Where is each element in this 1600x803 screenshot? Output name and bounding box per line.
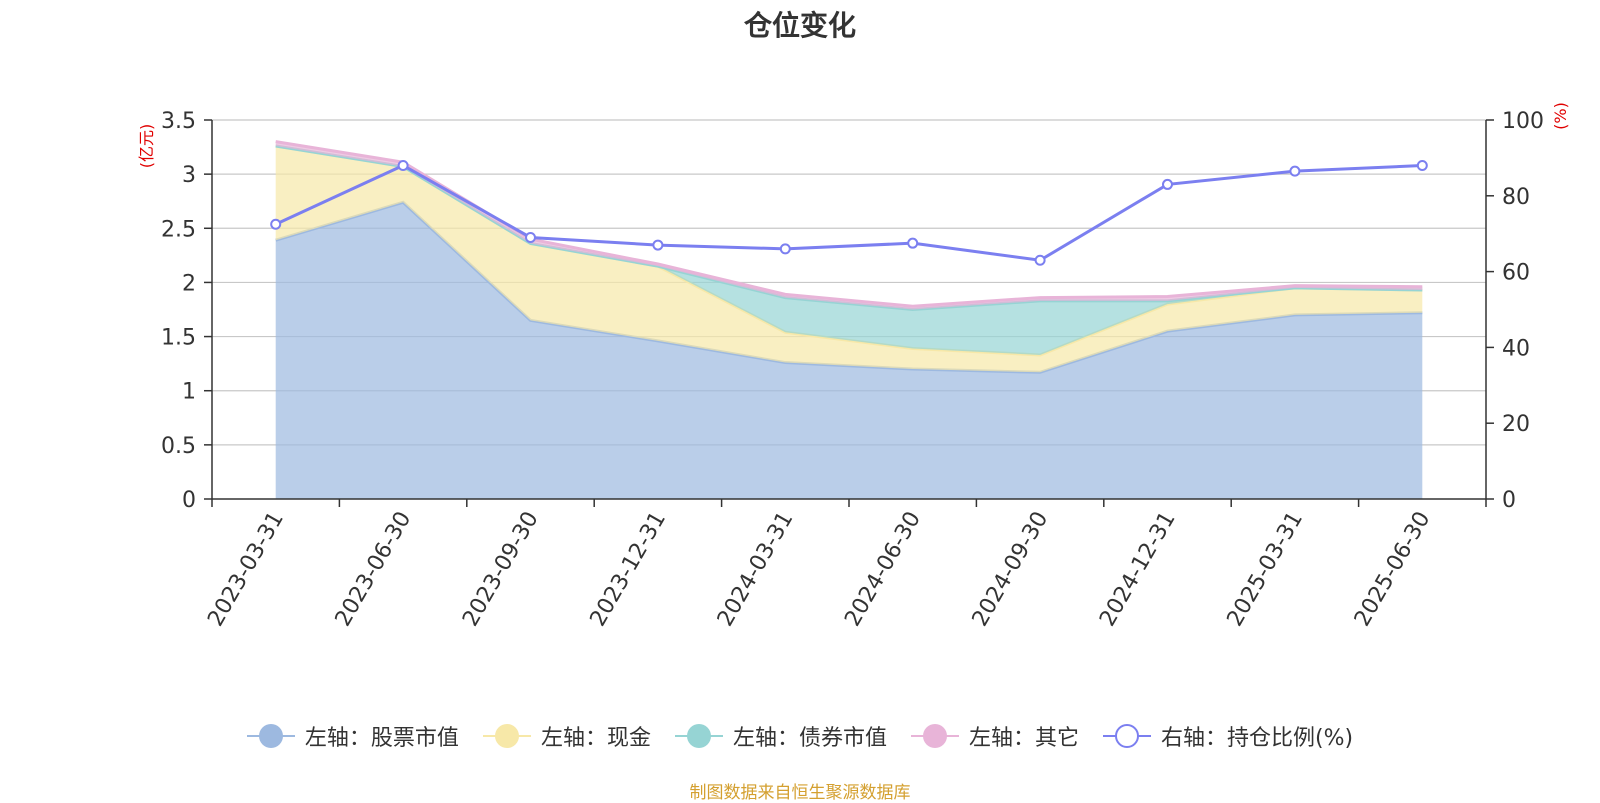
left-tick-label: 0	[182, 488, 196, 513]
legend-marker-icon	[674, 723, 723, 749]
left-tick-label: 3.5	[161, 109, 196, 134]
left-tick-label: 0.5	[161, 434, 196, 459]
right-axis-unit: (%)	[1551, 102, 1570, 130]
left-axis-unit: (亿元)	[137, 124, 156, 169]
ratio-point	[779, 243, 791, 255]
legend-label: 左轴：其它	[968, 726, 1079, 751]
ratio-point	[1034, 254, 1046, 266]
source-note: 制图数据来自恒生聚源数据库	[689, 783, 911, 803]
ratio-point	[1289, 165, 1301, 177]
ratio-point	[907, 237, 919, 249]
x-tick-label: 2024-12-31	[1095, 508, 1181, 631]
ratio-line	[270, 159, 1428, 266]
legend-label: 左轴：股票市值	[304, 726, 459, 751]
left-tick-label: 2	[182, 271, 196, 296]
x-tick-label: 2023-06-30	[331, 507, 417, 630]
area-series-4	[275, 141, 1423, 310]
legend: 左轴：股票市值 左轴：现金 左轴：债券市值 左轴：其它 右轴：持仓比例(%)	[0, 720, 1600, 752]
legend-marker-icon	[1102, 723, 1151, 749]
x-tick-label: 2023-12-31	[586, 508, 672, 631]
ratio-line-path	[275, 163, 1423, 262]
legend-marker-icon	[910, 723, 959, 749]
ratio-point	[1162, 178, 1173, 190]
ratio-point	[1416, 159, 1428, 171]
right-tick-label: 100	[1502, 109, 1544, 134]
right-tick-label: 80	[1502, 185, 1530, 210]
x-tick-label: 2023-09-30	[458, 508, 544, 631]
left-tick-label: 1.5	[161, 326, 196, 351]
left-tick-label: 1	[182, 380, 196, 405]
right-tick-label: 60	[1502, 261, 1530, 286]
x-tick-label: 2024-06-30	[840, 507, 926, 630]
x-tick-label: 2024-03-31	[713, 508, 799, 631]
right-tick-label: 0	[1502, 488, 1516, 513]
area-series-3	[275, 145, 1423, 355]
legend-label: 左轴：现金	[540, 726, 651, 751]
area-series-2	[275, 145, 1423, 373]
x-tick-label: 2024-09-30	[968, 508, 1054, 631]
legend-item-3[interactable]: 左轴：债券市值	[674, 720, 887, 752]
legend-label: 左轴：债券市值	[732, 726, 887, 751]
right-tick-label: 20	[1502, 412, 1530, 437]
left-tick-label: 2.5	[161, 217, 196, 242]
x-tick-label: 2025-03-31	[1223, 508, 1309, 631]
ratio-point	[525, 231, 536, 243]
ratio-point	[270, 218, 282, 230]
right-tick-label: 40	[1502, 336, 1530, 361]
x-tick-label: 2025-06-30	[1350, 508, 1436, 631]
left-tick-label: 3	[182, 163, 196, 188]
ratio-point	[652, 239, 664, 251]
ratio-point	[397, 159, 409, 171]
legend-marker-icon	[482, 723, 531, 749]
legend-label: 右轴：持仓比例(%)	[1160, 726, 1354, 751]
stacked-areas	[275, 140, 1423, 499]
legend-item-5[interactable]: 右轴：持仓比例(%)	[1102, 720, 1354, 752]
legend-item-2[interactable]: 左轴：现金	[482, 720, 651, 752]
legend-marker-icon	[246, 723, 295, 749]
legend-item-4[interactable]: 左轴：其它	[910, 720, 1079, 752]
x-tick-label: 2023-03-31	[203, 508, 289, 631]
area-series-1	[275, 202, 1423, 499]
chart-title: 仓位变化	[743, 9, 856, 42]
legend-item-1[interactable]: 左轴：股票市值	[246, 720, 459, 752]
